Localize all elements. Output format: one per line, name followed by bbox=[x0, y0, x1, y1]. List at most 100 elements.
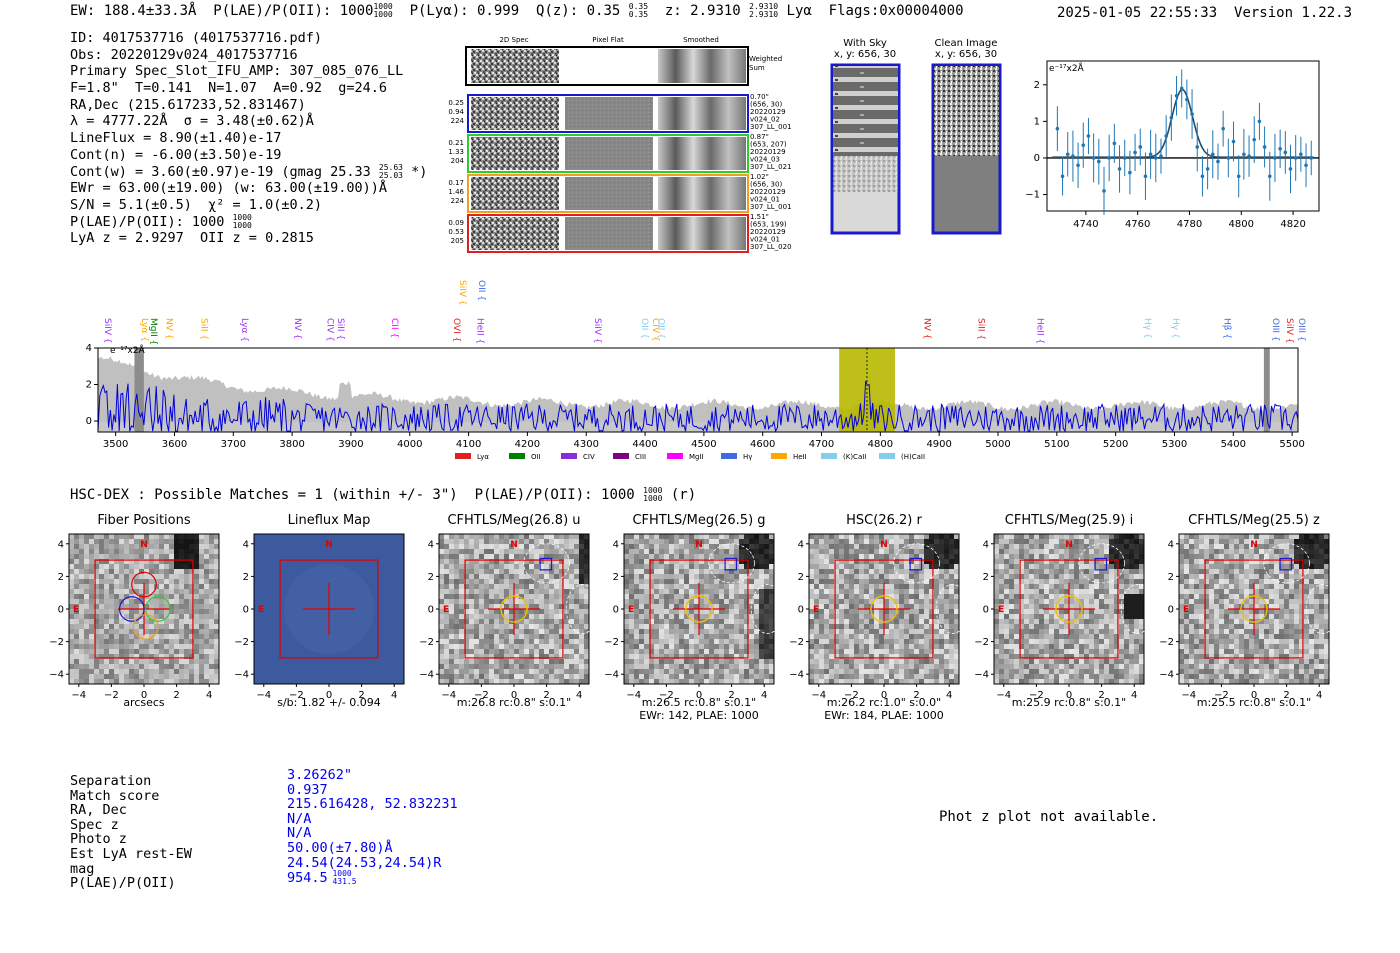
north-label: N bbox=[1250, 540, 1258, 550]
spec-row-right-label: v024_03 bbox=[750, 156, 780, 164]
zoom-datapoint bbox=[1205, 167, 1210, 171]
spectrum-xtick-label: 4300 bbox=[574, 439, 599, 450]
legend-swatch bbox=[771, 453, 787, 459]
cutout-xtick-label: 2 bbox=[1098, 690, 1104, 701]
aperture-box bbox=[464, 559, 564, 659]
legend-swatch bbox=[667, 453, 683, 459]
spec-row-left-label: 0.21 bbox=[448, 139, 464, 147]
east-label: E bbox=[443, 605, 449, 615]
cutout-ytick-label: 0 bbox=[58, 605, 64, 616]
spec-row-right-label: 20220129 bbox=[750, 148, 786, 156]
cutout-title: CFHTLS/Meg(26.8) u bbox=[447, 513, 581, 528]
cutout-xtick-label: 4 bbox=[576, 690, 582, 701]
cutout-xtick-label: −2 bbox=[474, 690, 489, 701]
catalog-ellipse-2 bbox=[1120, 584, 1155, 634]
legend-swatch bbox=[509, 453, 525, 459]
spec-row-left-label: 1.46 bbox=[448, 188, 464, 196]
cutout-ytick-label: −2 bbox=[789, 637, 804, 648]
catalog-ellipse bbox=[1263, 543, 1310, 584]
cutout-ytick-label: 2 bbox=[243, 572, 249, 583]
cutout-caption: m:26.8 rc:0.8" s:0.1" bbox=[456, 696, 572, 709]
cutout-image: N E 4 2 0 −2 −4 −4 −2 0 2 4 bbox=[234, 533, 405, 701]
spec-row-right-label: 20220129 bbox=[750, 108, 786, 116]
cutout-ytick-label: −2 bbox=[604, 637, 619, 648]
spectrum-xtick-label: 5400 bbox=[1221, 439, 1246, 450]
spec-row-right-label: (653, 199) bbox=[750, 221, 787, 229]
catalog-ellipse-2 bbox=[750, 584, 785, 634]
cutout-caption-2: EWr: 142, PLAE: 1000 bbox=[639, 709, 759, 722]
cutout-ytick-label: 4 bbox=[798, 539, 804, 550]
cutout-title: CFHTLS/Meg(25.5) z bbox=[1188, 513, 1320, 528]
match-box bbox=[1279, 557, 1293, 571]
match-labels: Separation Match score RA, Dec Spec z Photo … bbox=[70, 774, 192, 891]
cutout-xtick-label: 4 bbox=[1316, 690, 1322, 701]
cutout-xtick-label: −4 bbox=[1181, 690, 1196, 701]
spectral-line-label: NV { bbox=[163, 318, 173, 339]
aperture-box bbox=[279, 559, 379, 659]
weighted-sum-label-2: Sum bbox=[749, 64, 765, 72]
legend-swatch bbox=[879, 453, 895, 459]
spectrum-ytick-label: 0 bbox=[86, 416, 92, 427]
zoom-datapoint bbox=[1247, 154, 1251, 158]
spectrum-xtick-label: 3800 bbox=[279, 439, 304, 450]
spectrum-xtick-label: 4500 bbox=[691, 439, 716, 450]
col-title-pixelflat: Pixel Flat bbox=[592, 36, 624, 44]
cutout-xtick-label: 2 bbox=[543, 690, 549, 701]
spectrum-ylabel: e⁻¹⁷x2Å bbox=[110, 344, 146, 356]
zoom-unit-label: e⁻¹⁷x2Å bbox=[1049, 62, 1085, 74]
aperture-circle bbox=[1240, 595, 1268, 623]
north-label: N bbox=[695, 540, 703, 550]
info-lineflux: LineFlux = 8.90(±1.40)e-17 bbox=[70, 130, 282, 147]
spectrum-xtick-label: 4900 bbox=[926, 439, 951, 450]
info-obs: Obs: 20220129v024_4017537716 bbox=[70, 46, 298, 63]
zoom-datapoint bbox=[1107, 156, 1111, 160]
spectral-line-label: CIV { bbox=[324, 318, 334, 342]
spec-row-right-label: v024_01 bbox=[750, 236, 780, 244]
spectrum-frame bbox=[97, 347, 1299, 433]
info-slot: Primary Spec_Slot_IFU_AMP: 307_085_076_L… bbox=[70, 63, 404, 80]
spectral-line-label: OII { bbox=[639, 318, 649, 339]
info-lyaz: LyA z = 2.9297 OII z = 0.2815 bbox=[70, 230, 314, 247]
cutout-ytick-label: 0 bbox=[613, 605, 619, 616]
cutout-xtick-label: 2 bbox=[358, 690, 364, 701]
match-box bbox=[909, 557, 923, 571]
cutout-pixels bbox=[624, 534, 775, 685]
cutout-xtick-label: −4 bbox=[256, 690, 271, 701]
match-label: Spec z bbox=[70, 816, 119, 833]
legend-swatch bbox=[561, 453, 577, 459]
zoom-datapoint bbox=[1257, 119, 1262, 124]
info-plae: P(LAE)/P(OII): 1000 1000 1000 bbox=[70, 212, 252, 230]
zoom-datapoint bbox=[1293, 156, 1298, 160]
header-summary: EW: 188.4±33.3Å P(LAE)/P(OII): 10001000 1… bbox=[70, 2, 964, 20]
aperture-box bbox=[94, 559, 194, 659]
aperture-box bbox=[1204, 559, 1304, 659]
cutout-xtick-label: −4 bbox=[71, 690, 86, 701]
spectrum-ytick-label: 4 bbox=[86, 343, 92, 354]
cutout-xtick-label: 4 bbox=[1131, 690, 1137, 701]
cutout-caption: m:26.5 rc:0.8" s:0.1" bbox=[641, 696, 757, 709]
spectrum-xtick-label: 4400 bbox=[632, 439, 657, 450]
fiber-circle-orange bbox=[132, 614, 159, 640]
zoom-datapoint bbox=[1060, 174, 1065, 179]
spectrum-xtick-label: 3900 bbox=[338, 439, 363, 450]
cutout-xtick-label: −2 bbox=[289, 690, 304, 701]
cutout-ytick-label: 0 bbox=[428, 605, 434, 616]
spec-row-2dspec bbox=[471, 137, 559, 170]
cutout-ytick-label: 2 bbox=[798, 572, 804, 583]
catalog-ellipse-2 bbox=[565, 584, 600, 634]
aperture-box bbox=[649, 559, 749, 659]
cutout-caption: s/b: 1.82 +/- 0.094 bbox=[277, 696, 381, 709]
spectrum-xtick-label: 5100 bbox=[1044, 439, 1069, 450]
spectral-line-label: Hβ { bbox=[1222, 318, 1232, 339]
with-sky-fade bbox=[833, 156, 898, 192]
cutout-caption: m:25.9 rc:0.8" s:0.1" bbox=[1011, 696, 1127, 709]
catalog-ellipse bbox=[893, 543, 940, 584]
match-values: 3.26262" 0.937 215.616428, 52.832231 N/A N/A… bbox=[287, 768, 458, 886]
photz-message: Phot z plot not available. bbox=[939, 809, 1159, 825]
spec-row-right-label: 1.51" bbox=[750, 213, 769, 221]
zoom-datapoint bbox=[1065, 152, 1070, 157]
zoom-datapoint bbox=[1236, 174, 1241, 179]
spectrum-mask-1 bbox=[134, 348, 144, 432]
cutout-title: HSC(26.2) r bbox=[846, 513, 922, 528]
cutout-xtick-label: −2 bbox=[1214, 690, 1229, 701]
